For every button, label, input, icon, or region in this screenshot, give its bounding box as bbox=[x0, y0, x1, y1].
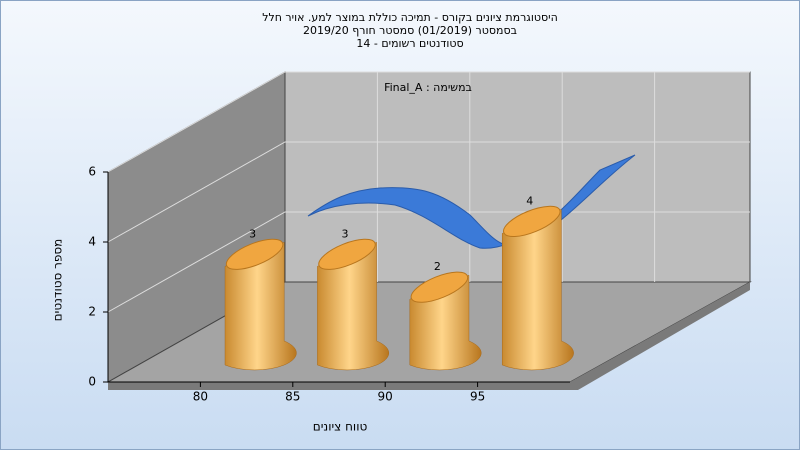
bar-top bbox=[318, 238, 376, 270]
bar-top bbox=[225, 238, 284, 270]
grid-line bbox=[107, 71, 750, 173]
bar-top bbox=[410, 271, 469, 303]
bar-top bbox=[503, 205, 561, 237]
grid-line bbox=[107, 141, 750, 243]
x-tick-label: 80 bbox=[193, 390, 208, 404]
y-axis-label: מספר סטודנטים bbox=[51, 239, 65, 322]
x-axis-label: טווח ציונים bbox=[313, 420, 368, 434]
y-tick-label: 2 bbox=[88, 305, 96, 319]
data-label: 4 bbox=[526, 194, 533, 207]
chart-title: סטודנטים רשומים - 14 bbox=[356, 37, 463, 50]
data-label: 2 bbox=[434, 260, 441, 273]
x-tick-label: 90 bbox=[378, 390, 393, 404]
data-label: 3 bbox=[249, 227, 256, 240]
data-label: 3 bbox=[342, 227, 349, 240]
y-tick-label: 6 bbox=[88, 165, 96, 179]
bar bbox=[317, 241, 390, 371]
annotation: במשימה : Final_A bbox=[384, 81, 472, 94]
y-tick-label: 0 bbox=[88, 375, 96, 389]
y-tick-label: 4 bbox=[88, 235, 96, 249]
bar bbox=[501, 209, 574, 371]
bar bbox=[224, 241, 297, 371]
chart-title: היסטוגרמת ציונים בקורס - תמיכה כוללת במו… bbox=[262, 11, 558, 24]
x-tick-label: 85 bbox=[285, 390, 300, 404]
chart-title: בסמסטר (01/2019) סמסטר חורף 2019/20 bbox=[303, 24, 517, 37]
x-tick-label: 95 bbox=[470, 390, 485, 404]
grid-line bbox=[107, 211, 750, 313]
